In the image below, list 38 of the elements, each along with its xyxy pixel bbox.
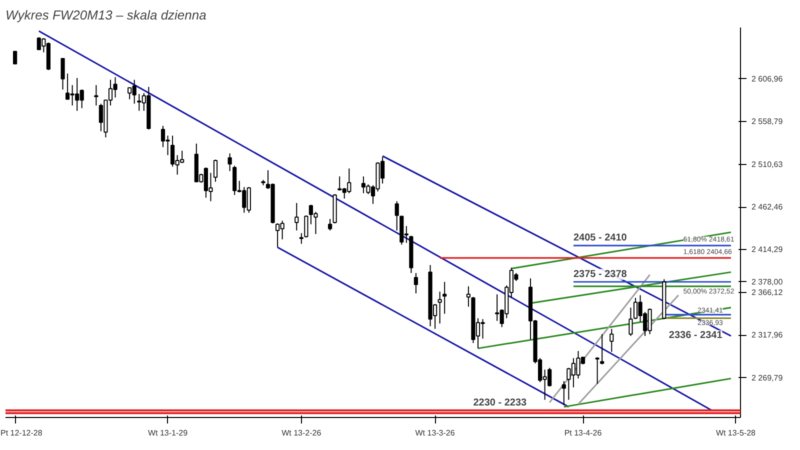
candlestick: [442, 281, 447, 314]
candlestick: [600, 334, 604, 365]
y-tick-label: 2 317,96: [752, 330, 784, 340]
y-tick-label: 2 366,12: [752, 288, 784, 297]
y-tick-label: 2 558,79: [752, 117, 784, 126]
y-tick-label: 2 462,46: [752, 202, 784, 212]
y-tick-label: 2 606,96: [752, 74, 784, 84]
annotation: 2230 - 2233: [473, 397, 528, 408]
x-tick-label: Wt 13-2-26: [282, 428, 322, 438]
candlestick: [394, 200, 399, 231]
annotation: 2375 - 2378: [573, 268, 628, 280]
candlestick: [228, 152, 232, 172]
x-tick-label: Wt 13-1-29: [148, 428, 188, 438]
y-tick-label: 2 414,29: [752, 245, 784, 254]
candlestick: [438, 291, 442, 324]
candlestick: [60, 58, 65, 90]
x-tick-label: Pt 12-12-28: [0, 428, 43, 438]
x-tick-label: Pt 13-4-26: [564, 428, 602, 438]
annotation: 2336 - 2341: [668, 330, 723, 342]
candlestick: [294, 202, 299, 231]
candlestick: [12, 50, 18, 64]
candlestick: [328, 218, 332, 231]
chart-title: Wykres FW20M13 – skala dzienna: [6, 8, 206, 22]
candlestick: [628, 307, 633, 336]
candlestick: [595, 356, 600, 384]
candlestick: [466, 286, 471, 308]
candlestick: [299, 232, 304, 244]
annotation: 2405 - 2410: [573, 232, 628, 244]
candlestick: [304, 214, 308, 238]
candlestick: [414, 272, 418, 294]
candlestick: [213, 159, 218, 182]
x-tick-label: Wt 13-3-26: [415, 428, 456, 438]
x-tick-label: Wt 13-5-28: [716, 428, 756, 438]
y-tick-label: 2 378,00: [752, 277, 784, 286]
candlestick: [562, 380, 566, 406]
candlestick: [610, 328, 614, 352]
y-tick-label: 2 269,79: [752, 373, 784, 382]
y-tick-label: 2 510,63: [752, 160, 784, 169]
